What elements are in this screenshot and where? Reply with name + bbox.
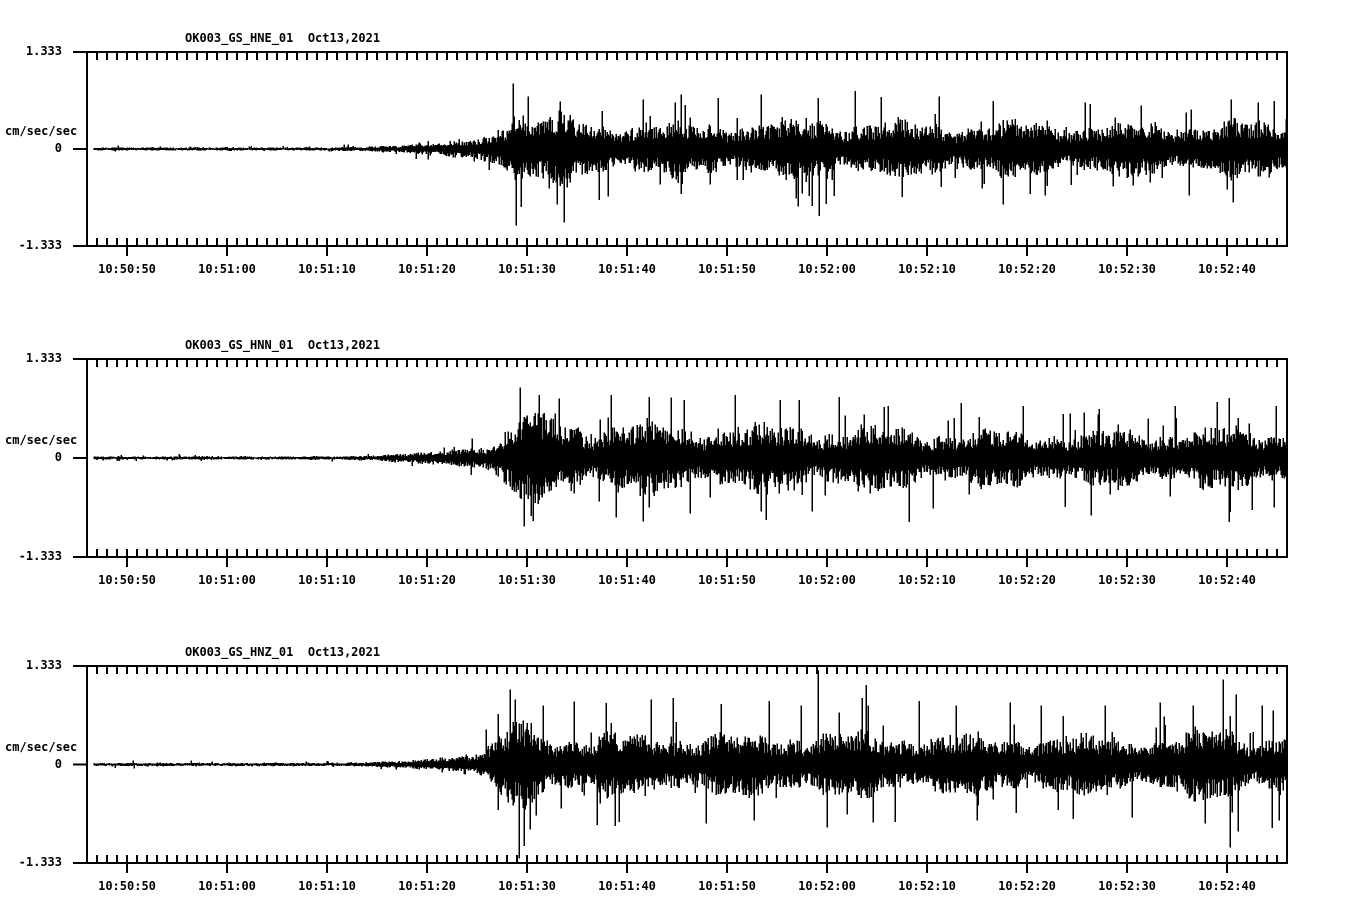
x-tick-label: 10:52:20 [998,262,1056,276]
x-tick-label: 10:51:00 [198,573,256,587]
waveform-trace-ok003_gs_hnz_01 [93,669,1287,859]
seismogram-panel-ok003_gs_hnz_01 [93,669,1287,859]
y-axis-unit-label: cm/sec/sec [5,124,78,138]
x-tick-label: 10:52:40 [1198,573,1256,587]
x-tick-label: 10:52:40 [1198,879,1256,893]
y-tick-label-zero: 0 [54,450,62,464]
x-tick-label: 10:50:50 [98,879,156,893]
x-tick-label: 10:52:20 [998,879,1056,893]
y-axis-unit-label: cm/sec/sec [5,739,78,754]
x-tick-label: 10:51:00 [198,262,256,276]
x-tick-label: 10:51:50 [698,573,756,587]
x-tick-label: 10:51:50 [698,879,756,893]
x-tick-label: 10:51:00 [198,879,256,893]
x-tick-label: 10:52:30 [1098,573,1156,587]
seismogram-panel-ok003_gs_hne_01 [93,83,1287,226]
x-tick-label: 10:51:40 [598,879,656,893]
x-tick-label: 10:51:10 [298,262,356,276]
y-tick-label-max: 1.333 [25,44,62,58]
x-tick-label: 10:52:00 [798,573,856,587]
x-tick-label: 10:51:20 [398,262,456,276]
panel-title: OK003_GS_HNE_01 Oct13,2021 [185,31,381,45]
x-tick-label: 10:51:30 [498,879,556,893]
x-tick-label: 10:51:40 [598,262,656,276]
x-tick-label: 10:52:30 [1098,879,1156,893]
y-tick-label-min: -1.333 [18,855,62,869]
panel-title: OK003_GS_HNN_01 Oct13,2021 [185,338,381,352]
panel-title: OK003_GS_HNZ_01 Oct13,2021 [185,645,381,659]
x-tick-label: 10:51:20 [398,573,456,587]
x-tick-label: 10:52:00 [798,879,856,893]
y-tick-label-min: -1.333 [18,238,62,252]
x-tick-label: 10:52:00 [798,262,856,276]
x-tick-label: 10:51:10 [298,879,356,893]
waveform-trace-ok003_gs_hne_01 [93,83,1287,226]
x-tick-label: 10:51:50 [698,262,756,276]
x-tick-label: 10:51:30 [498,262,556,276]
x-tick-label: 10:52:30 [1098,262,1156,276]
y-tick-label-zero: 0 [54,756,62,771]
x-tick-label: 10:52:40 [1198,262,1256,276]
x-tick-label: 10:52:20 [998,573,1056,587]
x-tick-label: 10:52:10 [898,573,956,587]
y-tick-label-zero: 0 [54,141,62,155]
x-tick-label: 10:51:40 [598,573,656,587]
x-tick-label: 10:51:30 [498,573,556,587]
seismogram-panel-ok003_gs_hnn_01 [93,387,1287,527]
y-axis-unit-label: cm/sec/sec [5,433,78,447]
x-tick-label: 10:50:50 [98,573,156,587]
y-tick-label-max: 1.333 [25,658,62,672]
x-tick-label: 10:50:50 [98,262,156,276]
x-tick-label: 10:52:10 [898,262,956,276]
y-tick-label-max: 1.333 [25,351,62,365]
x-tick-label: 10:51:20 [398,879,456,893]
x-tick-label: 10:52:10 [898,879,956,893]
waveform-trace-ok003_gs_hnn_01 [93,387,1287,527]
x-tick-label: 10:51:10 [298,573,356,587]
y-tick-label-min: -1.333 [18,549,62,563]
